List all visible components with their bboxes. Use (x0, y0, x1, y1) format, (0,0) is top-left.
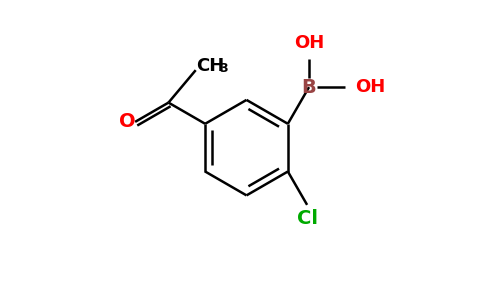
Text: B: B (302, 78, 317, 97)
Text: Cl: Cl (297, 209, 318, 229)
Text: O: O (119, 112, 136, 131)
Text: CH: CH (197, 56, 225, 74)
Text: OH: OH (355, 78, 385, 96)
Text: OH: OH (294, 34, 324, 52)
Text: 3: 3 (219, 62, 227, 75)
